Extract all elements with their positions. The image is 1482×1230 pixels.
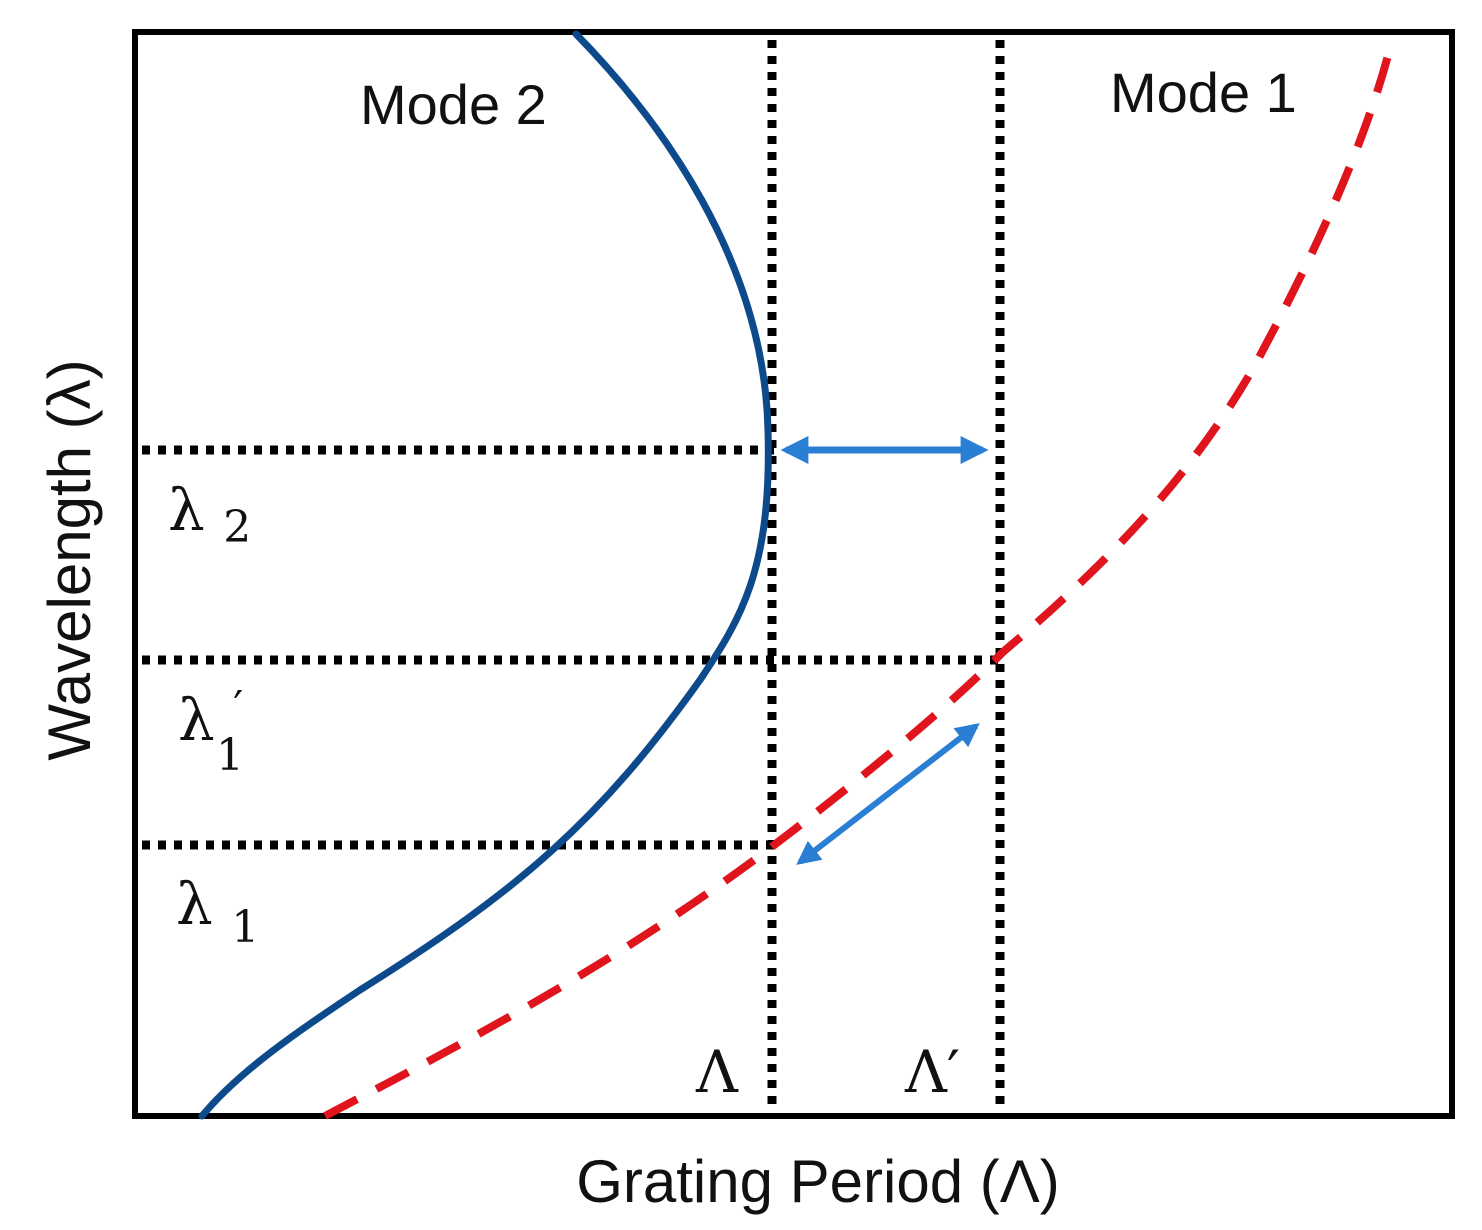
- mode1-curve: [323, 39, 1396, 1120]
- lambda2-base: λ: [168, 476, 205, 544]
- lambda1-prime-subscript: 1: [216, 730, 244, 781]
- lambda2-label: λ 2: [168, 476, 251, 553]
- plot-frame: [132, 29, 1455, 1119]
- x-axis-label: Grating Period (Λ): [576, 1148, 1060, 1215]
- diagonal-shift-arrow: [796, 723, 980, 865]
- period-guide-lines: [767, 40, 1005, 1110]
- period-prime-label: Λ′: [904, 1038, 960, 1106]
- lambda1-prime-base: λ: [178, 686, 215, 754]
- mode1-label: Mode 1: [1110, 61, 1297, 124]
- mode2-curve: [198, 30, 772, 1120]
- lambda1-subscript: 1: [231, 902, 259, 953]
- lambda1-base: λ: [176, 870, 213, 938]
- wavelength-guide-lines: [142, 445, 1003, 850]
- lambda1-prime-label: λ ′ 1: [178, 668, 262, 781]
- lambda2-subscript: 2: [223, 502, 251, 553]
- lambda1-prime-mark: ′: [233, 682, 243, 733]
- lambda1-label: λ 1: [176, 870, 259, 953]
- period-label: Λ: [695, 1038, 739, 1106]
- mode2-label: Mode 2: [360, 73, 547, 136]
- y-axis-label: Wavelength (λ): [36, 359, 103, 760]
